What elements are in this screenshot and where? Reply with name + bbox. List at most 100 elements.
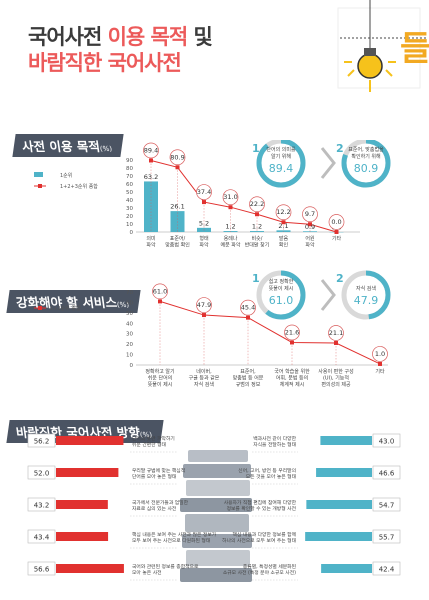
y-tick-label: 10 (126, 353, 133, 359)
row-label: 자료로 심의 있는 사전 (132, 505, 176, 512)
line-value-label: 31.0 (223, 193, 237, 201)
bar-value-label: 43.2 (34, 502, 50, 510)
x-tick-label: 표준어/ (170, 235, 186, 242)
y-tick-label: 40 (126, 198, 133, 204)
title-word: 국어사전 (107, 51, 182, 75)
line-value-label: 47.9 (197, 301, 211, 309)
line-marker (281, 220, 286, 225)
x-tick-label: 기타 (332, 235, 342, 242)
y-tick-label: 70 (126, 290, 133, 296)
x-tick-label: 파악 (146, 242, 156, 249)
x-tick-label: 형태 (199, 235, 209, 242)
row-label: 국가에서 전문가들과 엄밀한 (132, 499, 189, 506)
bar-value-label: 26.1 (170, 203, 184, 211)
donut-progress (341, 140, 391, 188)
rank-number: 1 (252, 272, 260, 285)
logo-glyph: 들 (400, 29, 429, 69)
line-value-label: 22.2 (250, 200, 264, 208)
row-label: 우리말 규범에 맞는 핵심적 (132, 467, 185, 474)
line-value-label: 1.0 (375, 350, 385, 358)
x-tick-label: 쉬운 단어의 (148, 375, 173, 382)
row-label: 단어의 뜻만 파악하기 (132, 435, 175, 442)
y-tick-label: 60 (126, 300, 133, 306)
row-label: 국어와 관련된 정보를 종합적으로 (132, 563, 199, 570)
highlight-text: 표준어, 맞춤법을 (348, 146, 384, 153)
line-marker (246, 315, 250, 320)
legend-combined: 1+2순위 종합 (50, 305, 81, 312)
bar-value-label: 43.4 (34, 534, 50, 542)
y-tick-label: 80 (126, 166, 133, 172)
x-tick-label: 확인 (279, 242, 289, 249)
x-tick-label: (UI), 기능적 (323, 375, 349, 382)
y-tick-label: 0 (130, 230, 134, 236)
value-box (372, 561, 401, 576)
y-tick-label: 40 (126, 321, 133, 327)
highlight-text: 알기 위해 (271, 153, 291, 160)
row-label: 쉬운 간편한 형태 (132, 441, 166, 448)
value-box (372, 465, 401, 480)
row-label: 모아 놓은 사전 (132, 569, 162, 576)
line-value-label: 0.0 (331, 218, 341, 226)
x-tick-label: 예문 파악 (221, 242, 241, 249)
row-label: 모두 보여 주는 사전으로 다원화된 형태 (132, 537, 210, 544)
bar-value-label: 43.0 (379, 438, 395, 446)
y-tick-label: 30 (126, 332, 133, 338)
bar-value-label: 1.2 (252, 223, 262, 231)
line-marker (202, 313, 206, 318)
highlight-value: 47.9 (354, 294, 379, 307)
value-box (27, 561, 56, 576)
bar (56, 468, 119, 477)
donut-progress (256, 140, 306, 188)
line-marker (378, 361, 382, 366)
bar (56, 564, 124, 573)
legend: 1순위 1+2+3순위 종합 (34, 172, 98, 190)
value-bubble (152, 283, 168, 300)
bar-value-label: 54.7 (379, 502, 395, 510)
lightbulb-logo-icon: 들 (337, 0, 429, 92)
row-label: 종류별, 특정성별 세분화된 (243, 563, 296, 570)
line-value-label: 89.4 (144, 146, 158, 154)
y-tick-label: 70 (126, 174, 133, 180)
x-tick-label: 반대말 찾기 (245, 242, 270, 249)
value-bubble (284, 324, 300, 341)
row-label: 핵심 내용과 다양한 정보를 함께 (233, 531, 296, 538)
row-label: 단어를 모아 놓은 형태 (132, 473, 176, 480)
y-tick-label: 0 (130, 363, 134, 369)
highlight-value: 61.0 (269, 294, 294, 307)
x-tick-label: 용례나 (224, 235, 238, 242)
x-tick-label: 구글 등과 같은 (189, 375, 220, 382)
value-bubble (328, 325, 344, 341)
legend: 1+2순위 종합 (34, 305, 81, 312)
row-label: 소규모 사전 (특정 분야 소규모 사전) (223, 569, 296, 576)
value-box (27, 497, 56, 512)
highlight-rank-2: 2 표준어, 맞춤법을 확인하기 위해 80.9 (336, 140, 391, 188)
row-label: 핵심 내용은 보여 주는 사전과 많은 정보가 (132, 531, 217, 538)
row-label: 모든 것을 모아 놓은 형태 (246, 473, 296, 480)
legend-combined: 1+2+3순위 종합 (60, 183, 98, 190)
line-value-label: 61.0 (153, 287, 167, 295)
bar (305, 532, 372, 541)
books-illustration-icon (180, 450, 252, 582)
x-tick-label: 의미 (146, 235, 155, 242)
line-value-label: 9.7 (305, 210, 315, 218)
highlight-text: 자식 검색 (356, 285, 376, 292)
x-tick-label: 기타 (375, 368, 385, 375)
rank-number: 2 (336, 272, 344, 285)
bar (56, 532, 109, 541)
x-tick-label: 체계적 제시 (280, 381, 305, 388)
rank-number: 1 (252, 142, 260, 155)
x-tick-label: 규범의 정보 (236, 381, 261, 388)
bar (276, 230, 291, 232)
bar (316, 468, 372, 477)
title-word: 이용 목적 (107, 25, 189, 49)
bar-value-label: 63.2 (144, 173, 158, 181)
legend-first: 1순위 (60, 172, 72, 179)
y-tick-label: 20 (126, 214, 133, 220)
bar-value-label: 2.1 (278, 222, 288, 230)
value-box (372, 497, 401, 512)
title-word: 및 (193, 25, 213, 49)
value-bubble (302, 206, 318, 223)
value-bubble (249, 196, 265, 213)
